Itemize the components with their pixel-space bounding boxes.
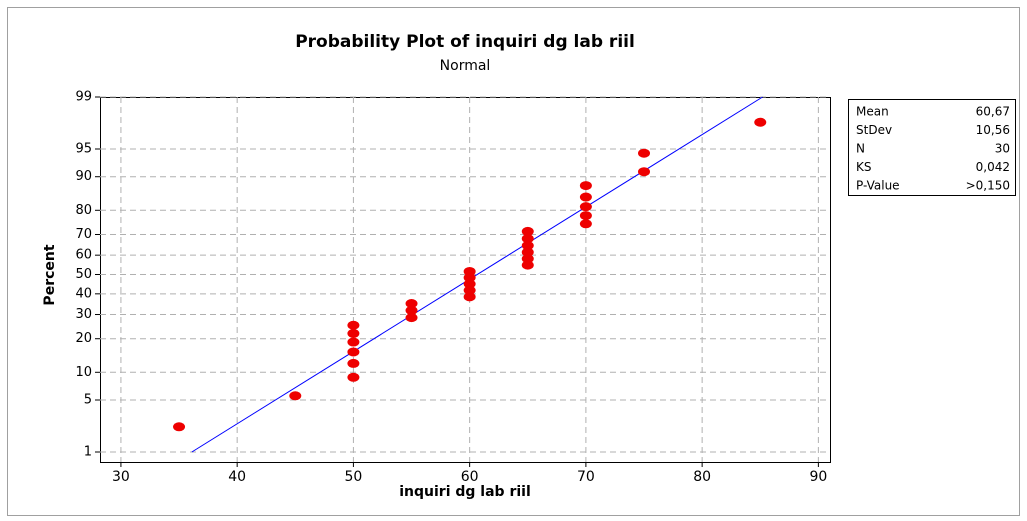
x-tick-label: 90 [809, 469, 827, 485]
data-point [347, 347, 360, 357]
data-point [638, 167, 651, 177]
data-point [754, 117, 767, 127]
y-axis-label: Percent [42, 244, 58, 305]
data-point [405, 305, 418, 315]
data-point [347, 320, 360, 330]
y-tick-label: 70 [75, 227, 92, 242]
data-point [521, 260, 534, 270]
data-point [521, 254, 534, 264]
data-point [521, 226, 534, 236]
x-tick-label: 70 [577, 469, 595, 485]
data-point [579, 192, 592, 202]
x-tick-label: 50 [344, 469, 362, 485]
data-point [347, 372, 360, 382]
y-tick-label: 90 [75, 169, 92, 184]
x-tick-label: 80 [693, 469, 711, 485]
stat-value: 30 [995, 142, 1010, 156]
x-tick-label: 40 [228, 469, 246, 485]
x-tick-label: 60 [461, 469, 479, 485]
data-point [463, 279, 476, 289]
chart-subtitle: Normal [440, 58, 491, 74]
data-point [173, 422, 186, 432]
stat-label: KS [856, 160, 872, 174]
data-point [579, 202, 592, 212]
data-point [463, 285, 476, 295]
stats-box [848, 99, 1016, 196]
y-tick-label: 95 [75, 141, 92, 156]
y-tick-label: 99 [75, 90, 92, 105]
chart-title: Probability Plot of inquiri dg lab riil [295, 32, 635, 52]
data-point [347, 337, 360, 347]
data-point [289, 391, 302, 401]
stat-value: 60,67 [976, 105, 1010, 119]
data-point [463, 292, 476, 302]
data-point [579, 181, 592, 191]
x-axis-label: inquiri dg lab riil [399, 484, 531, 500]
stat-label: StDev [856, 123, 892, 137]
data-point [347, 328, 360, 338]
y-tick-label: 20 [75, 331, 92, 346]
y-tick-label: 30 [75, 307, 92, 322]
data-point [521, 247, 534, 257]
stat-value: 10,56 [976, 123, 1010, 137]
y-tick-label: 10 [75, 365, 92, 380]
data-point [579, 211, 592, 221]
data-point [463, 266, 476, 276]
y-tick-label: 1 [84, 445, 92, 460]
stat-label: Mean [856, 105, 889, 119]
y-tick-label: 50 [75, 267, 92, 282]
y-tick-label: 60 [75, 248, 92, 263]
y-tick-label: 5 [84, 393, 92, 408]
data-point [638, 148, 651, 158]
data-point [521, 241, 534, 251]
y-tick-label: 80 [75, 203, 92, 218]
data-point [579, 219, 592, 229]
fit-line [191, 96, 763, 453]
stat-label: N [856, 142, 865, 156]
data-point [347, 358, 360, 368]
y-tick-label: 40 [75, 286, 92, 301]
data-point [405, 313, 418, 323]
data-point [521, 234, 534, 244]
stat-value: >0,150 [966, 179, 1010, 193]
stat-value: 0,042 [976, 160, 1010, 174]
stat-label: P-Value [856, 179, 900, 193]
data-point [405, 298, 418, 308]
x-tick-label: 30 [112, 469, 130, 485]
